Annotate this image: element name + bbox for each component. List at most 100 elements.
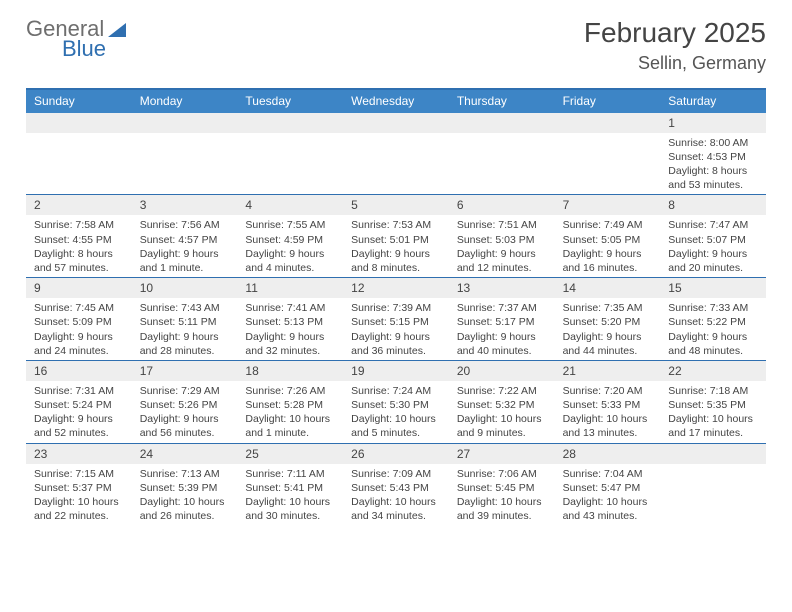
daylight-text: Daylight: 9 hours and 16 minutes. [563,247,653,275]
day-info [343,133,449,195]
day-info: Sunrise: 7:41 AMSunset: 5:13 PMDaylight:… [237,298,343,360]
sunrise-text: Sunrise: 7:26 AM [245,384,335,398]
daylight-text: Daylight: 9 hours and 44 minutes. [563,330,653,358]
sunrise-text: Sunrise: 7:24 AM [351,384,441,398]
daylight-text: Daylight: 9 hours and 8 minutes. [351,247,441,275]
day-info: Sunrise: 7:56 AMSunset: 4:57 PMDaylight:… [132,215,238,277]
sunset-text: Sunset: 5:13 PM [245,315,335,329]
calendar-week: 1Sunrise: 8:00 AMSunset: 4:53 PMDaylight… [26,113,766,195]
weekday-label: Monday [132,90,238,113]
body-row: Sunrise: 7:58 AMSunset: 4:55 PMDaylight:… [26,215,766,277]
day-info: Sunrise: 7:53 AMSunset: 5:01 PMDaylight:… [343,215,449,277]
daylight-text: Daylight: 8 hours and 53 minutes. [668,164,758,192]
day-info [660,464,766,526]
calendar: Sunday Monday Tuesday Wednesday Thursday… [26,88,766,525]
day-number: 17 [132,361,238,381]
day-info: Sunrise: 7:47 AMSunset: 5:07 PMDaylight:… [660,215,766,277]
daylight-text: Daylight: 8 hours and 57 minutes. [34,247,124,275]
sunrise-text: Sunrise: 7:51 AM [457,218,547,232]
sunset-text: Sunset: 5:43 PM [351,481,441,495]
sunset-text: Sunset: 5:22 PM [668,315,758,329]
weekday-label: Wednesday [343,90,449,113]
weekday-label: Friday [555,90,661,113]
daylight-text: Daylight: 9 hours and 52 minutes. [34,412,124,440]
day-number: 23 [26,444,132,464]
day-number [26,113,132,133]
day-number: 10 [132,278,238,298]
day-number: 4 [237,195,343,215]
sunrise-text: Sunrise: 7:29 AM [140,384,230,398]
daynum-row: 16171819202122 [26,361,766,381]
weekday-header: Sunday Monday Tuesday Wednesday Thursday… [26,90,766,113]
daynum-row: 232425262728 [26,444,766,464]
sunset-text: Sunset: 5:37 PM [34,481,124,495]
sunrise-text: Sunrise: 7:33 AM [668,301,758,315]
sunrise-text: Sunrise: 7:04 AM [563,467,653,481]
day-info: Sunrise: 7:37 AMSunset: 5:17 PMDaylight:… [449,298,555,360]
calendar-week: 9101112131415Sunrise: 7:45 AMSunset: 5:0… [26,277,766,360]
day-info: Sunrise: 7:58 AMSunset: 4:55 PMDaylight:… [26,215,132,277]
sunset-text: Sunset: 4:55 PM [34,233,124,247]
day-number: 6 [449,195,555,215]
day-info: Sunrise: 7:09 AMSunset: 5:43 PMDaylight:… [343,464,449,526]
day-number: 16 [26,361,132,381]
daylight-text: Daylight: 10 hours and 9 minutes. [457,412,547,440]
sunset-text: Sunset: 5:07 PM [668,233,758,247]
daylight-text: Daylight: 10 hours and 43 minutes. [563,495,653,523]
calendar-week: 16171819202122 Sunrise: 7:31 AM Sunset: 5:… [26,360,766,443]
day-info: Sunrise: 7:04 AMSunset: 5:47 PMDaylight:… [555,464,661,526]
day-info: Sunrise: 7:13 AMSunset: 5:39 PMDaylight:… [132,464,238,526]
daylight-text: Daylight: 10 hours and 30 minutes. [245,495,335,523]
calendar-week: 2345678Sunrise: 7:58 AMSunset: 4:55 PMDa… [26,194,766,277]
day-number: 13 [449,278,555,298]
daylight-text: Daylight: 10 hours and 26 minutes. [140,495,230,523]
day-number: 24 [132,444,238,464]
day-number [132,113,238,133]
sunset-text: Sunset: 5:03 PM [457,233,547,247]
sunset-text: Sunset: 5:47 PM [563,481,653,495]
sunrise-text: Sunrise: 7:06 AM [457,467,547,481]
day-number: 15 [660,278,766,298]
day-number: 2 [26,195,132,215]
sunset-text: Sunset: 5:17 PM [457,315,547,329]
header: General Blue February 2025 Sellin, Germa… [26,18,766,74]
day-number: 25 [237,444,343,464]
sunset-text: Sunset: 4:59 PM [245,233,335,247]
sunset-text: Sunset: 5:41 PM [245,481,335,495]
daylight-text: Daylight: 10 hours and 34 minutes. [351,495,441,523]
sunrise-text: Sunrise: 7:56 AM [140,218,230,232]
sunrise-text: Sunrise: 7:11 AM [245,467,335,481]
sunrise-text: Sunrise: 7:39 AM [351,301,441,315]
day-number: 27 [449,444,555,464]
sunset-text: Sunset: 5:20 PM [563,315,653,329]
day-number [555,113,661,133]
day-info: Sunrise: 7:49 AMSunset: 5:05 PMDaylight:… [555,215,661,277]
sunrise-text: Sunrise: 7:37 AM [457,301,547,315]
sunset-text: Sunset: 5:26 PM [140,398,230,412]
day-number [660,444,766,464]
day-number: 22 [660,361,766,381]
day-info: Sunrise: 7:24 AMSunset: 5:30 PMDaylight:… [343,381,449,443]
day-number [343,113,449,133]
day-number: 7 [555,195,661,215]
day-info [132,133,238,195]
daynum-row: 9101112131415 [26,278,766,298]
sunrise-text: Sunrise: 8:00 AM [668,136,758,150]
sunset-text: Sunset: 5:32 PM [457,398,547,412]
daynum-row: 2345678 [26,195,766,215]
day-info: Sunrise: 7:11 AMSunset: 5:41 PMDaylight:… [237,464,343,526]
day-number: 21 [555,361,661,381]
daylight-text: Daylight: 9 hours and 32 minutes. [245,330,335,358]
sunrise-text: Sunrise: 7:20 AM [563,384,653,398]
daylight-text: Daylight: 9 hours and 40 minutes. [457,330,547,358]
day-number: 20 [449,361,555,381]
day-number: 14 [555,278,661,298]
sunset-text: Sunset: 5:33 PM [563,398,653,412]
day-number: 8 [660,195,766,215]
day-info: Sunrise: 7:51 AMSunset: 5:03 PMDaylight:… [449,215,555,277]
sunset-text: Sunset: 5:09 PM [34,315,124,329]
day-number: 3 [132,195,238,215]
day-info: Sunrise: 7:20 AMSunset: 5:33 PMDaylight:… [555,381,661,443]
daylight-text: Daylight: 10 hours and 13 minutes. [563,412,653,440]
sunrise-text: Sunrise: 7:31 AM [34,384,124,398]
